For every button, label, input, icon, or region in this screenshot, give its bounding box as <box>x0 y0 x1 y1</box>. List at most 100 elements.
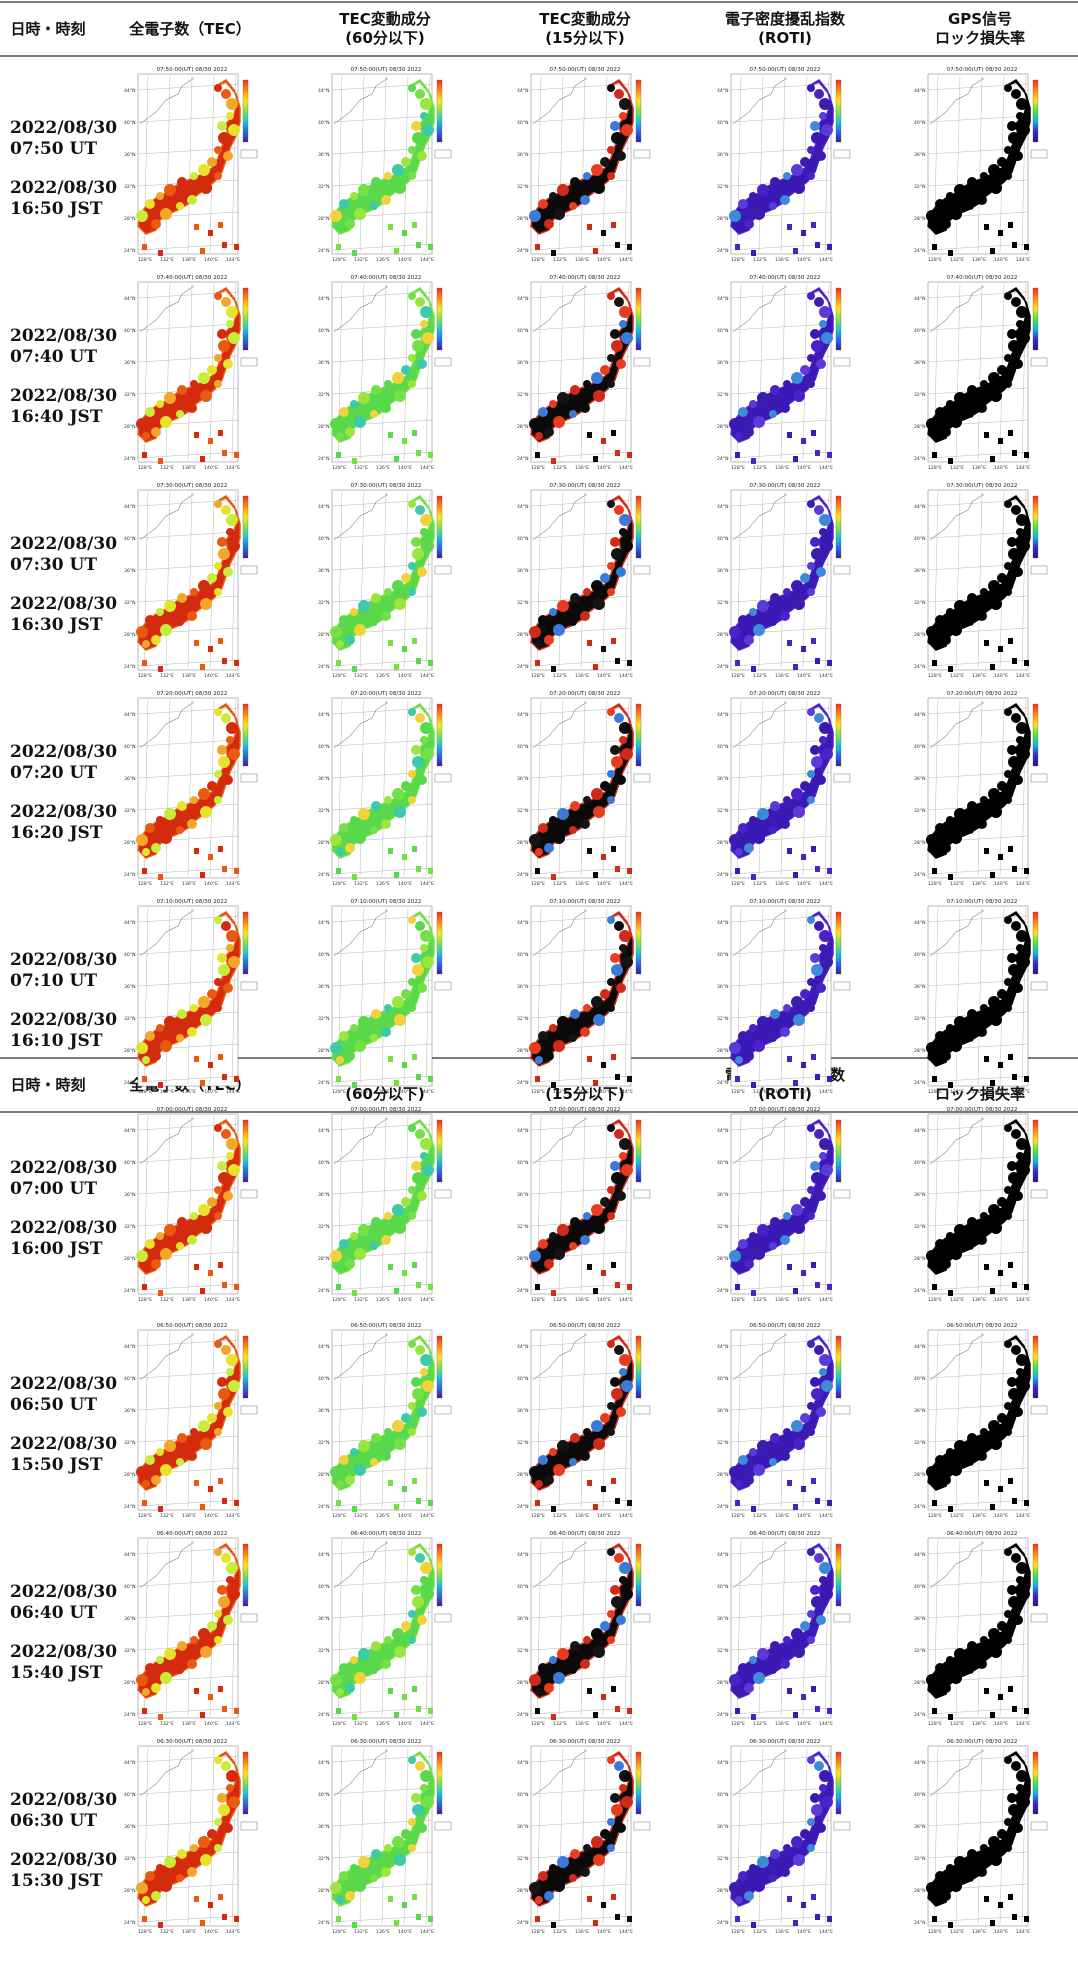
longitude-line <box>558 1539 564 1717</box>
map-title: 07:30:00(UT) 08/30 2022 <box>351 483 422 489</box>
observation-cluster <box>226 528 234 536</box>
island-station <box>208 1062 213 1068</box>
observation-cluster <box>770 1217 780 1227</box>
observation-cluster <box>611 1596 623 1608</box>
ut-date: 2022/08/30 <box>10 118 118 138</box>
observation-cluster <box>214 978 222 986</box>
continent-coastline <box>532 1749 588 1797</box>
latitude-line <box>730 1547 832 1555</box>
lon-tick-label: 128°E <box>332 1513 346 1519</box>
lat-tick-label: 44°N <box>517 88 529 94</box>
observation-cluster <box>136 1674 148 1686</box>
island-station <box>1024 1708 1029 1714</box>
lon-tick-label: 128°E <box>138 1089 152 1095</box>
observation-cluster <box>401 781 411 791</box>
lon-tick-label: 128°E <box>928 257 942 263</box>
observation-cluster <box>557 808 569 820</box>
observation-cluster <box>198 372 210 384</box>
lon-tick-label: 136°E <box>182 673 196 679</box>
lat-tick-label: 36°N <box>914 152 926 158</box>
tec60-map: 06:40:00(UT) 08/30 2022 44°N 40°N 36°N 32°N 2… <box>316 1528 458 1728</box>
observation-cluster <box>926 1042 938 1054</box>
observation-cluster <box>611 756 623 768</box>
observation-cluster <box>136 1250 148 1262</box>
continent-coastline <box>139 1749 195 1797</box>
continent-coastline <box>139 77 195 125</box>
observation-cluster <box>600 1413 610 1423</box>
lon-tick-label: 128°E <box>928 1929 942 1935</box>
observation-cluster <box>941 1891 951 1901</box>
observation-cluster <box>1004 354 1012 362</box>
observation-cluster <box>1004 1212 1012 1220</box>
observation-cluster <box>816 1823 826 1833</box>
legend-stamp <box>633 149 651 159</box>
observation-cluster <box>935 1455 945 1465</box>
latitude-line <box>137 1579 239 1587</box>
observation-cluster <box>946 400 954 408</box>
observation-cluster <box>420 98 432 110</box>
observation-cluster <box>223 1823 233 1833</box>
observation-cluster <box>384 1004 392 1012</box>
observation-cluster <box>738 615 748 625</box>
lon-tick-label: 128°E <box>138 673 152 679</box>
observation-cluster <box>401 1413 411 1423</box>
observation-cluster <box>977 819 987 829</box>
lat-tick-label: 44°N <box>517 712 529 718</box>
latitude-line <box>137 1155 239 1163</box>
lat-tick-label: 24°N <box>717 872 729 878</box>
observation-cluster <box>401 989 411 999</box>
continent-coastline <box>732 1541 788 1589</box>
column-header-line2: (ROTI) <box>758 29 812 47</box>
lon-tick-label: 136°E <box>575 257 589 263</box>
island-station <box>428 1708 433 1714</box>
observation-cluster <box>607 916 615 924</box>
observation-cluster <box>966 1034 974 1042</box>
observation-cluster <box>580 1027 590 1037</box>
observation-cluster <box>223 1407 233 1417</box>
observation-cluster <box>1007 121 1017 131</box>
island-station <box>751 1922 756 1928</box>
observation-cluster <box>221 505 231 515</box>
lon-tick-label: 140°E <box>994 465 1008 471</box>
island-station <box>194 432 199 438</box>
observation-cluster <box>350 400 358 408</box>
lon-tick-label: 136°E <box>182 465 196 471</box>
observation-cluster <box>392 1204 404 1216</box>
longitude-line <box>758 1747 764 1925</box>
observation-cluster <box>614 713 624 723</box>
legend-stamp <box>1030 1613 1048 1623</box>
continent-coastline <box>139 493 195 541</box>
observation-cluster <box>997 1413 1007 1423</box>
observation-cluster <box>819 1562 831 1574</box>
observation-cluster <box>744 1891 754 1901</box>
lon-tick-label: 140°E <box>597 1089 611 1095</box>
lon-tick-label: 136°E <box>775 257 789 263</box>
island-station <box>394 1920 399 1926</box>
island-station <box>416 1074 421 1080</box>
island-station <box>388 1480 393 1486</box>
continent-coastline <box>333 1333 389 1381</box>
observation-cluster <box>811 548 823 560</box>
island-station <box>142 452 147 458</box>
island-station <box>551 1714 556 1720</box>
observation-cluster <box>394 1646 406 1658</box>
observation-cluster <box>954 1440 966 1452</box>
latitude-line <box>331 739 433 747</box>
observation-cluster <box>990 598 1002 610</box>
longitude-line <box>977 1115 983 1293</box>
observation-cluster <box>757 808 769 820</box>
observation-cluster <box>339 199 349 209</box>
observation-cluster <box>136 1042 148 1054</box>
map-title: 06:40:00(UT) 08/30 2022 <box>351 1531 422 1537</box>
lon-tick-label: 144°E <box>819 1089 833 1095</box>
observation-cluster <box>580 1235 590 1245</box>
lat-tick-label: 28°N <box>914 1888 926 1894</box>
legend-stamp <box>434 149 452 159</box>
island-station <box>627 1284 632 1290</box>
longitude-line <box>165 1539 171 1717</box>
observation-cluster <box>735 848 743 856</box>
observation-cluster <box>954 1016 966 1028</box>
observation-cluster <box>807 380 815 388</box>
lon-tick-label: 140°E <box>204 1297 218 1303</box>
observation-cluster <box>932 432 940 440</box>
